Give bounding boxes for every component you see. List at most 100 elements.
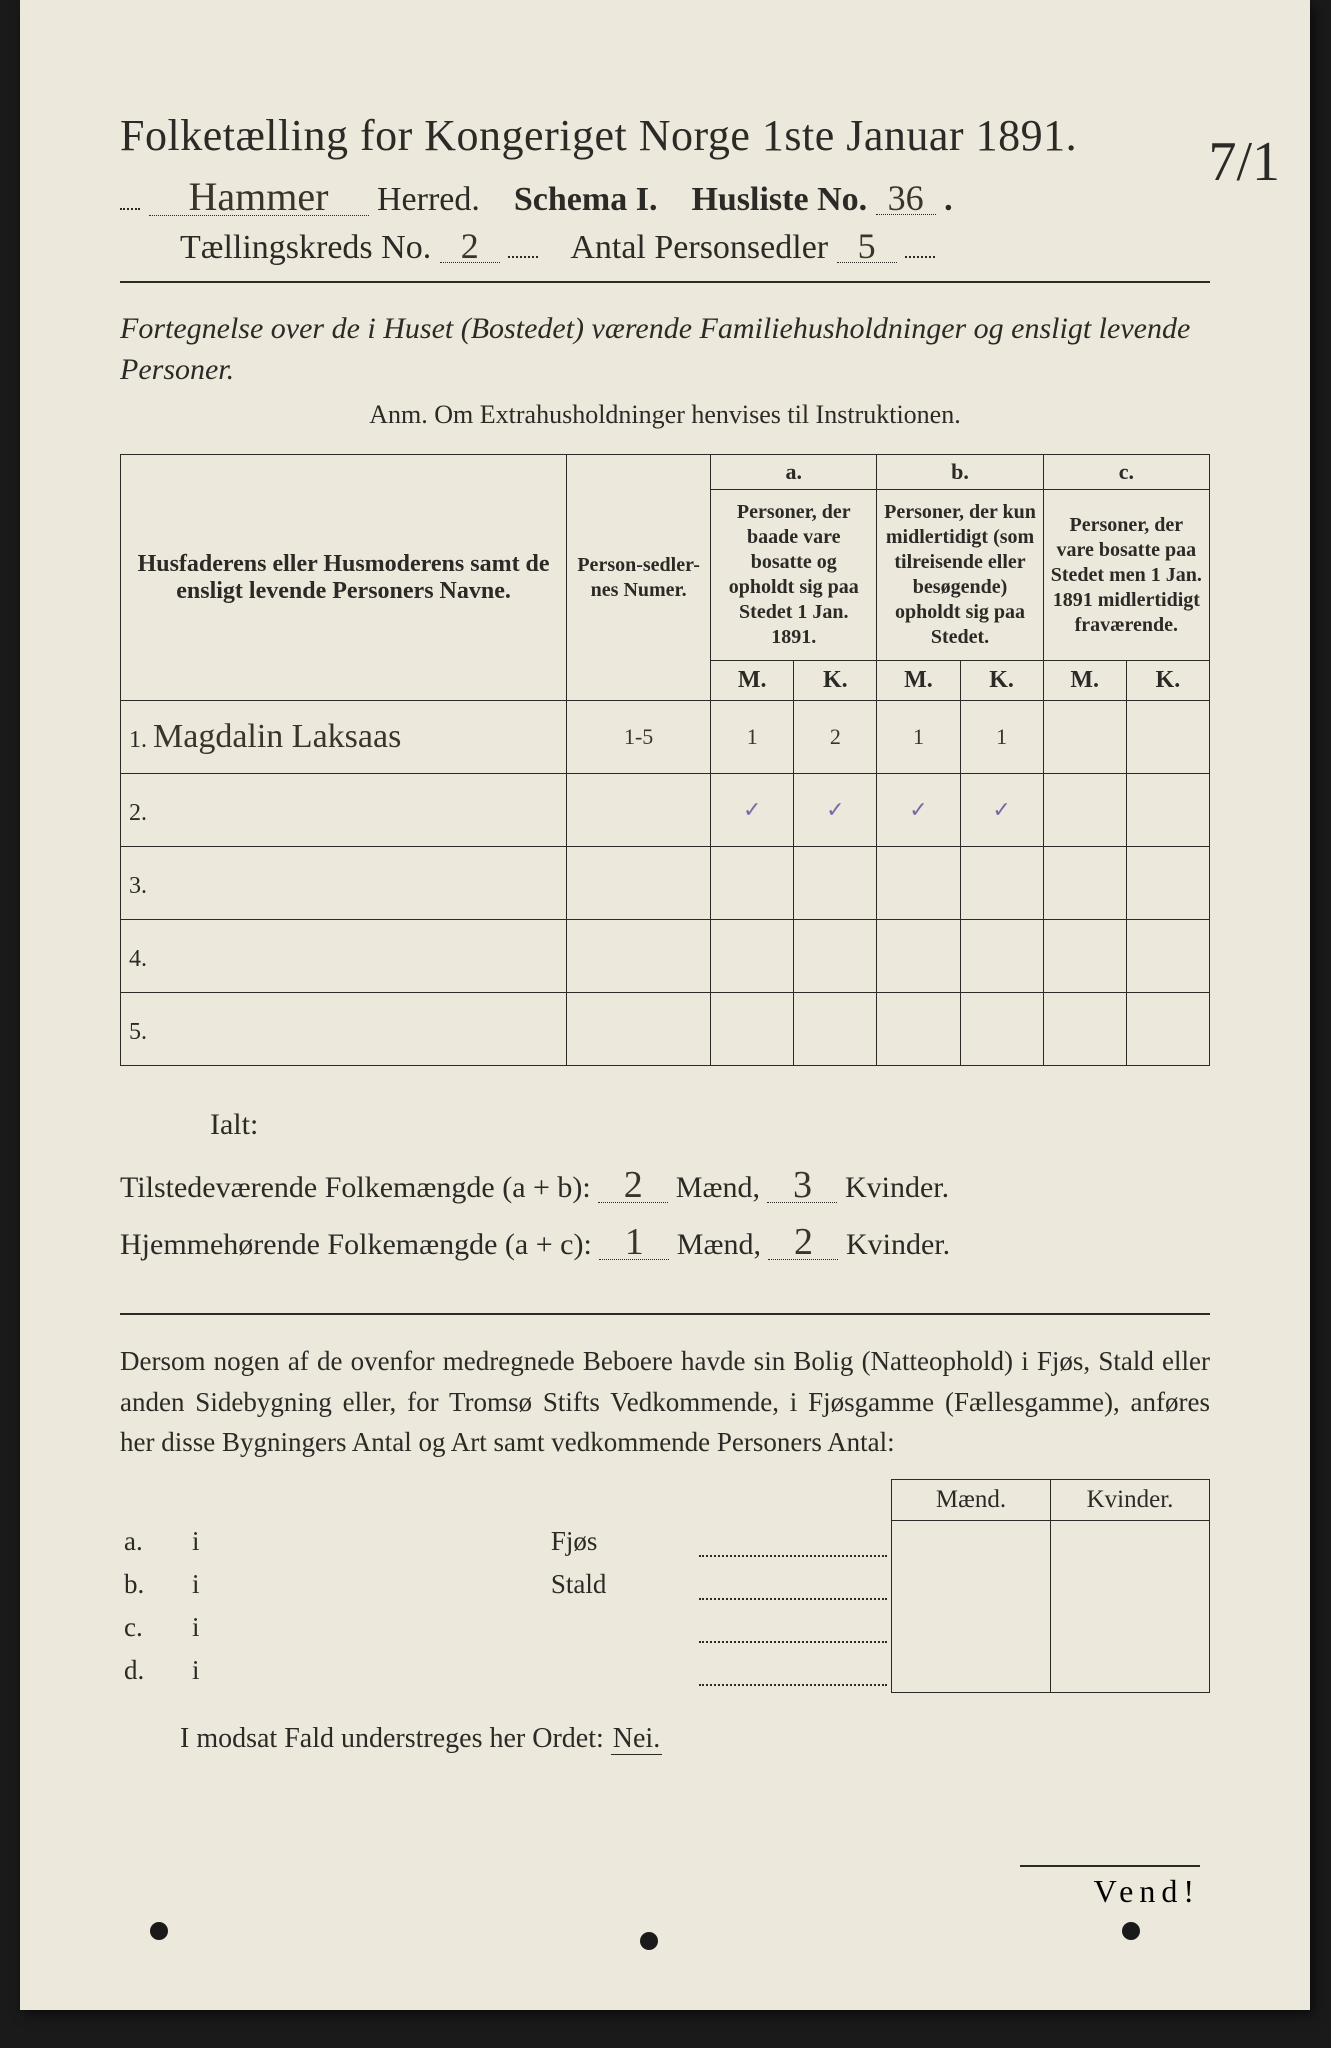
label-husliste: Husliste No. xyxy=(691,181,867,218)
nei-label: I modsat Fald understreges her Ordet: xyxy=(180,1723,604,1754)
label-maend: Mænd, xyxy=(676,1171,760,1204)
side-buildings-paragraph: Dersom nogen af de ovenfor medregnede Be… xyxy=(120,1341,1210,1463)
divider-rule xyxy=(120,281,1210,283)
row-cell-num: 1-5 xyxy=(567,701,711,774)
husliste-period: . xyxy=(944,181,953,218)
annotation-note: Anm. Om Extrahusholdninger henvises til … xyxy=(120,400,1210,430)
label-ialt: Ialt: xyxy=(210,1096,1210,1153)
row-cell-cK xyxy=(1126,701,1209,774)
row-cell-bK: ✓ xyxy=(960,774,1043,847)
corner-annotation: 7/1 xyxy=(1208,130,1280,194)
row-cell-num xyxy=(567,774,711,847)
side-head-kvinder: Kvinder. xyxy=(1051,1479,1210,1520)
row-name-cell: 1.Magdalin Laksaas xyxy=(121,701,567,774)
row-cell-cM xyxy=(1043,847,1126,920)
side-row-label: Fjøs xyxy=(547,1520,695,1563)
side-tbody: a.iFjøsb.iStaldc.id.i xyxy=(120,1520,1210,1692)
col-b-k: K. xyxy=(960,661,1043,701)
ink-blot xyxy=(1122,1922,1140,1940)
side-row: b.iStald xyxy=(120,1563,1210,1606)
row-cell-cK xyxy=(1126,774,1209,847)
col-header-b-letter: b. xyxy=(877,455,1043,490)
header-line-3: Tællingskreds No. 2 Antal Personsedler 5 xyxy=(180,229,1210,267)
ink-blot xyxy=(640,1932,658,1950)
row-number: 4. xyxy=(129,946,147,972)
row-cell-aM: 1 xyxy=(711,701,794,774)
dot-leader xyxy=(699,1528,887,1557)
label-kreds: Tællingskreds No. xyxy=(180,229,431,266)
row-cell-aK: ✓ xyxy=(794,774,877,847)
col-header-b-text: Personer, der kun midlertidigt (som tilr… xyxy=(877,490,1043,661)
side-row-maend xyxy=(892,1606,1051,1649)
side-row-dots xyxy=(695,1606,892,1649)
row-cell-aK: 2 xyxy=(794,701,877,774)
row-cell-num xyxy=(567,920,711,993)
col-a-k: K. xyxy=(794,661,877,701)
side-row: c.i xyxy=(120,1606,1210,1649)
side-row-label xyxy=(547,1606,695,1649)
side-row-i: i xyxy=(188,1649,547,1692)
label-schema: Schema I. xyxy=(514,181,658,218)
col-header-c-text: Personer, der vare bosatte paa Stedet me… xyxy=(1043,490,1209,661)
herred-value: Hammer xyxy=(149,179,369,216)
document-content: Folketælling for Kongeriget Norge 1ste J… xyxy=(120,110,1210,1835)
row-cell-cK xyxy=(1126,993,1209,1066)
totals-ac-k: 2 xyxy=(768,1225,838,1260)
col-c-k: K. xyxy=(1126,661,1209,701)
row-cell-num xyxy=(567,847,711,920)
row-cell-bM xyxy=(877,993,960,1066)
ink-blot xyxy=(150,1922,168,1940)
row-cell-aM: ✓ xyxy=(711,774,794,847)
side-head-maend: Mænd. xyxy=(892,1479,1051,1520)
side-row-dots xyxy=(695,1563,892,1606)
dot-leader xyxy=(699,1571,887,1600)
totals-block: Ialt: Tilstedeværende Folkemængde (a + b… xyxy=(120,1096,1210,1273)
antal-value: 5 xyxy=(837,230,897,263)
totals-ab-m: 2 xyxy=(598,1168,668,1203)
row-name-cell: 3. xyxy=(121,847,567,920)
row-cell-cM xyxy=(1043,993,1126,1066)
col-header-numer: Person-sedler-nes Numer. xyxy=(567,455,711,701)
side-row-kvinder xyxy=(1051,1563,1210,1606)
paper-sheet: 7/1 Folketælling for Kongeriget Norge 1s… xyxy=(20,0,1310,2010)
col-header-a-text: Personer, der baade vare bosatte og opho… xyxy=(711,490,877,661)
totals-line-ab: Tilstedeværende Folkemængde (a + b): 2 M… xyxy=(120,1159,1210,1216)
side-row-kvinder xyxy=(1051,1606,1210,1649)
col-b-m: M. xyxy=(877,661,960,701)
side-buildings-table: Mænd. Kvinder. a.iFjøsb.iStaldc.id.i xyxy=(120,1479,1210,1693)
side-row-i: i xyxy=(188,1520,547,1563)
col-a-m: M. xyxy=(711,661,794,701)
row-cell-aK xyxy=(794,920,877,993)
totals-ac-label: Hjemmehørende Folkemængde (a + c): xyxy=(120,1228,592,1261)
document-title: Folketælling for Kongeriget Norge 1ste J… xyxy=(120,110,1210,161)
label-herred: Herred. xyxy=(377,181,480,218)
row-cell-bK xyxy=(960,920,1043,993)
nei-line: I modsat Fald understreges her Ordet: Ne… xyxy=(180,1723,1210,1755)
row-cell-aM xyxy=(711,847,794,920)
side-row: a.iFjøs xyxy=(120,1520,1210,1563)
row-number: 5. xyxy=(129,1019,147,1045)
row-cell-bM xyxy=(877,920,960,993)
row-cell-aM xyxy=(711,920,794,993)
row-cell-bM: 1 xyxy=(877,701,960,774)
totals-ab-label: Tilstedeværende Folkemængde (a + b): xyxy=(120,1171,591,1204)
table-row: 5. xyxy=(121,993,1210,1066)
row-cell-num xyxy=(567,993,711,1066)
side-row-letter: d. xyxy=(120,1649,188,1692)
totals-ac-m: 1 xyxy=(599,1225,669,1260)
dot-leader xyxy=(508,256,538,258)
row-cell-bM xyxy=(877,847,960,920)
row-name-cell: 5. xyxy=(121,993,567,1066)
side-row-dots xyxy=(695,1649,892,1692)
totals-line-ac: Hjemmehørende Folkemængde (a + c): 1 Mæn… xyxy=(120,1216,1210,1273)
subheading: Fortegnelse over de i Huset (Bostedet) v… xyxy=(120,309,1210,390)
row-cell-bK xyxy=(960,993,1043,1066)
label-maend: Mænd, xyxy=(677,1228,761,1261)
table-row: 3. xyxy=(121,847,1210,920)
col-header-a-letter: a. xyxy=(711,455,877,490)
side-row-kvinder xyxy=(1051,1649,1210,1692)
side-row-label: Stald xyxy=(547,1563,695,1606)
row-number: 3. xyxy=(129,873,147,899)
row-cell-bK xyxy=(960,847,1043,920)
side-row-letter: a. xyxy=(120,1520,188,1563)
